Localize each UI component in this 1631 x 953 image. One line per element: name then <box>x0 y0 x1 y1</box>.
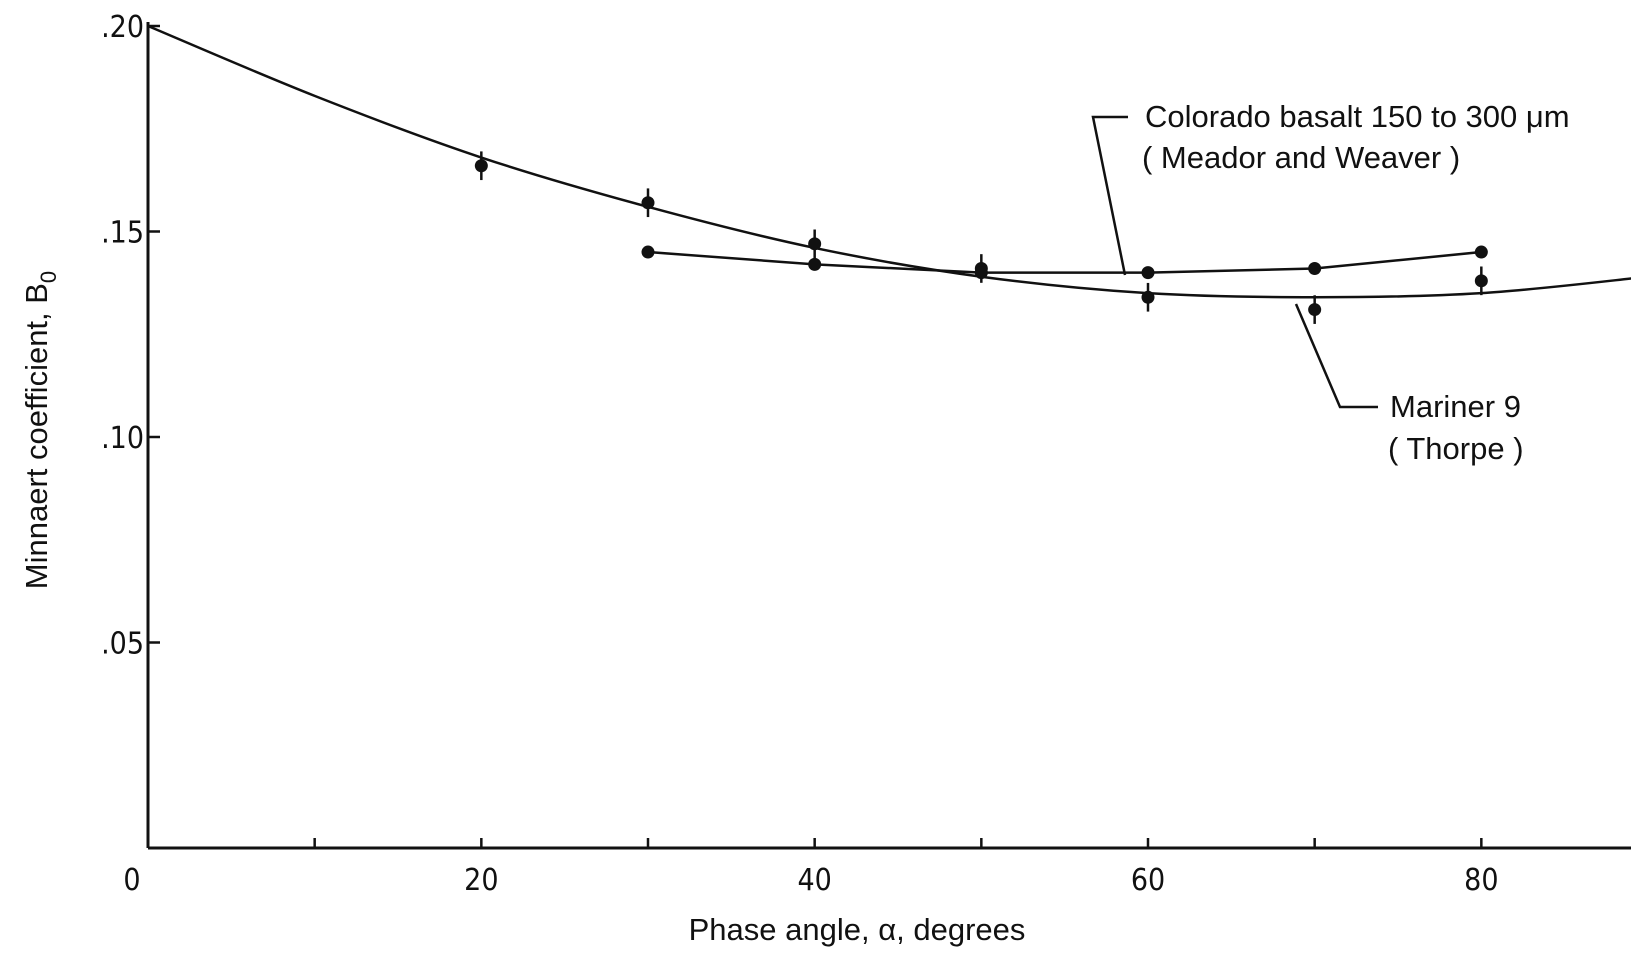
basalt-label-line-2: ( Meador and Weaver ) <box>1142 140 1460 175</box>
mariner-point <box>641 196 655 210</box>
y-axis-title-subscript: 0 <box>36 271 61 283</box>
mariner-fit-curve <box>147 24 1631 299</box>
axes: 0 20 40 60 80 .05 .10 .15 .20 <box>101 10 1631 898</box>
y-tick-label: .05 <box>101 627 144 662</box>
basalt-point <box>1141 266 1155 280</box>
basalt-point <box>808 257 822 271</box>
mariner-label-line-2: ( Thorpe ) <box>1388 431 1524 466</box>
y-axis-title-main: Minnaert coefficient, B <box>19 283 54 589</box>
y-tick-label: .15 <box>101 216 144 251</box>
x-tick-label: 40 <box>797 863 831 898</box>
y-axis-title: Minnaert coefficient, B0 <box>19 271 61 589</box>
basalt-annotation: Colorado basalt 150 to 300 μm ( Meador a… <box>1091 99 1570 276</box>
y-tick-label: .10 <box>101 421 144 456</box>
basalt-point <box>974 266 988 280</box>
basalt-label-line-1: Colorado basalt 150 to 300 μm <box>1145 99 1570 134</box>
x-tick-label: 80 <box>1464 863 1498 898</box>
basalt-point <box>1308 261 1322 275</box>
basalt-line <box>647 250 1482 274</box>
basalt-leader-line <box>1091 115 1128 276</box>
x-tick-label: 0 <box>123 863 140 898</box>
mariner-label-line-1: Mariner 9 <box>1390 389 1521 424</box>
mariner-annotation: Mariner 9 ( Thorpe ) <box>1294 303 1524 466</box>
mariner-point <box>474 159 488 173</box>
mariner-point <box>1474 274 1488 288</box>
x-axis-title: Phase angle, α, degrees <box>689 912 1026 947</box>
mariner-point <box>1141 290 1155 304</box>
y-tick-label: .20 <box>101 10 144 45</box>
mariner-leader-line <box>1294 303 1378 409</box>
mariner-point <box>1308 303 1322 317</box>
mariner-point <box>808 237 822 251</box>
x-tick-label: 20 <box>464 863 498 898</box>
x-tick-label: 60 <box>1131 863 1165 898</box>
chart-marks <box>147 24 1631 324</box>
basalt-point <box>1474 245 1488 259</box>
basalt-point <box>641 245 655 259</box>
